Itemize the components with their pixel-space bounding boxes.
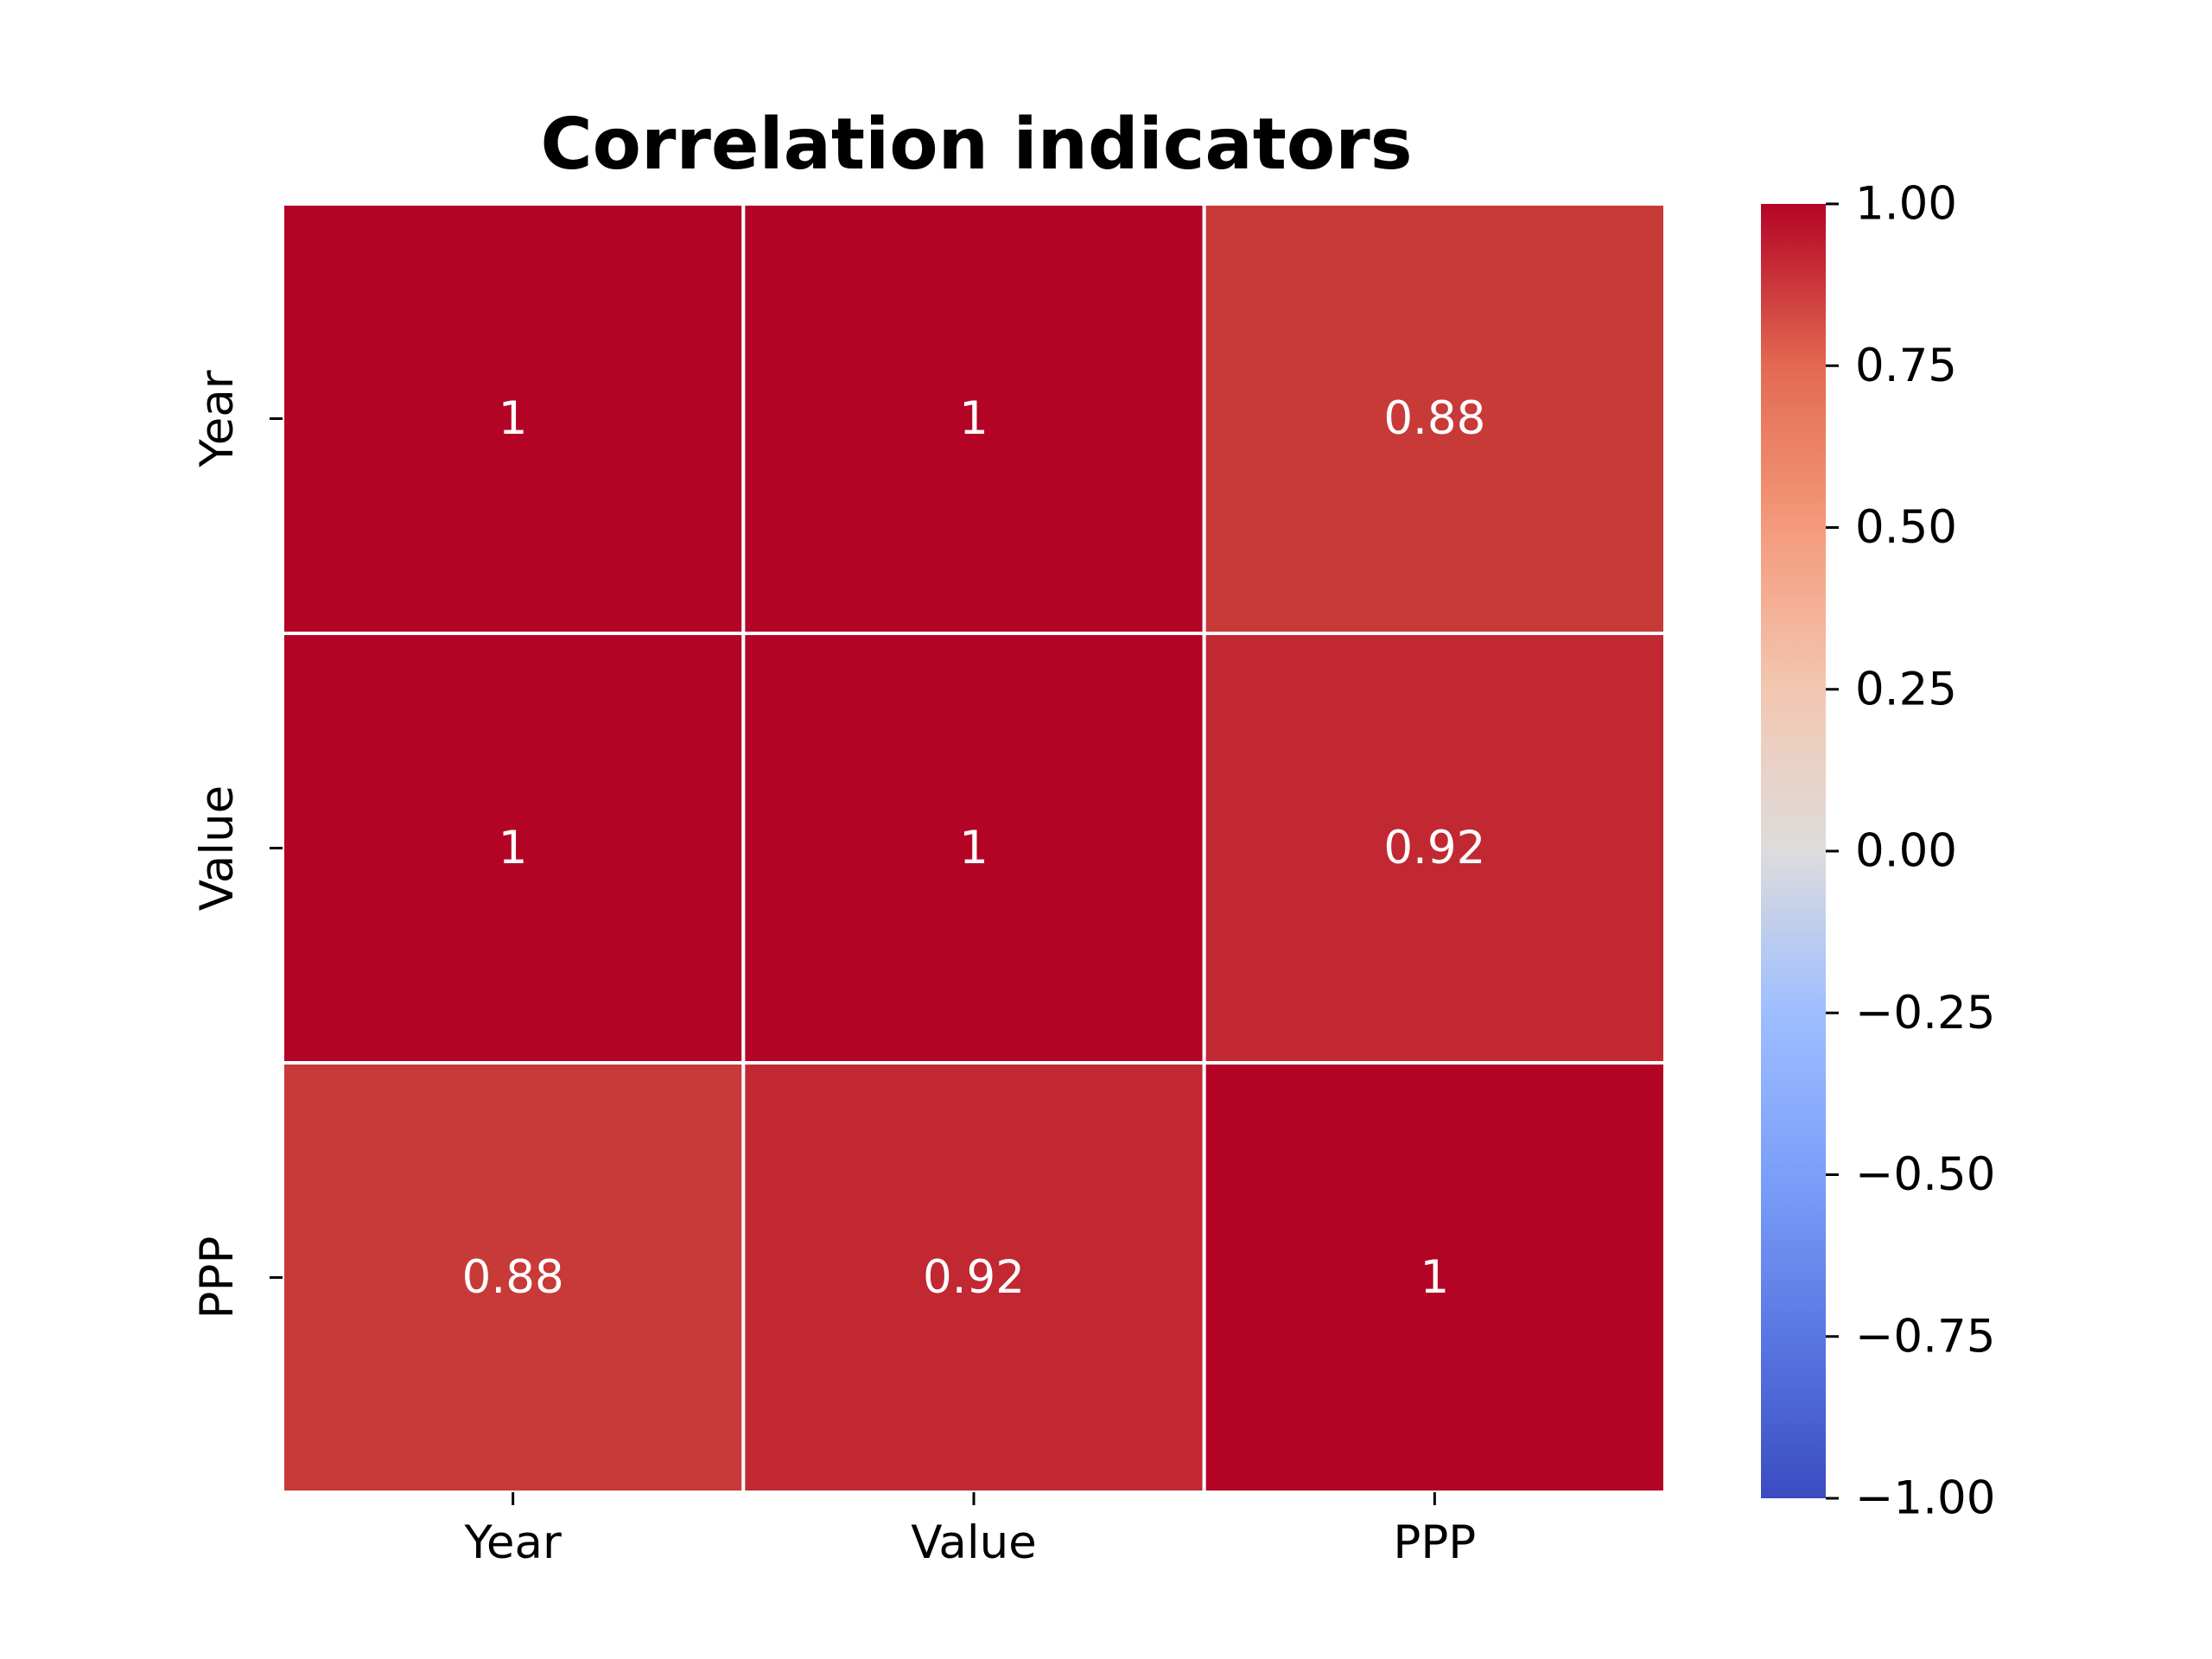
colorbar-ticks: 1.00 0.75 0.50 0.25 0.00 −0.25 −0.50 −0.75 −1.00 xyxy=(1826,178,1995,1525)
cell-value-label: 1 xyxy=(959,822,988,874)
heatmap-cell-labels: 1 1 0.88 1 1 0.92 0.88 0.92 1 xyxy=(462,392,1486,1304)
x-tick-label-ppp: PPP xyxy=(1393,1516,1476,1569)
cell-value-label: 1 xyxy=(959,392,988,445)
cell-value-label: 0.88 xyxy=(1383,392,1485,445)
colorbar-tick-label: 0.75 xyxy=(1855,340,1957,392)
colorbar-tick-label: 0.50 xyxy=(1855,501,1957,554)
heatmap-cell-value-ppp xyxy=(1202,632,1667,1065)
x-axis: Year Value PPP xyxy=(464,1492,1476,1569)
heatmap-cell-ppp-value xyxy=(741,1061,1206,1494)
colorbar-gradient xyxy=(1761,204,1826,1498)
cell-value-label: 1 xyxy=(1420,1251,1449,1304)
heatmap-cell-year-year xyxy=(281,202,746,635)
colorbar-tick-label: −0.50 xyxy=(1855,1148,1995,1201)
y-tick-label-ppp: PPP xyxy=(191,1236,244,1319)
colorbar xyxy=(1761,204,1826,1498)
chart-title: Correlation indicators xyxy=(540,104,1412,186)
cell-value-label: 0.92 xyxy=(1383,822,1485,874)
y-tick-label-value: Value xyxy=(191,785,244,912)
x-tick-label-value: Value xyxy=(911,1516,1037,1569)
colorbar-tick-label: −1.00 xyxy=(1855,1472,1995,1525)
cell-value-label: 0.88 xyxy=(462,1251,564,1304)
colorbar-tick-label: −0.75 xyxy=(1855,1310,1995,1363)
cell-value-label: 1 xyxy=(499,392,528,445)
cell-value-label: 1 xyxy=(499,822,528,874)
x-tick-label-year: Year xyxy=(464,1516,562,1569)
heatmap-cells xyxy=(281,202,1667,1494)
heatmap-cell-value-year xyxy=(281,632,746,1065)
y-tick-label-year: Year xyxy=(191,370,244,467)
cell-value-label: 0.92 xyxy=(923,1251,1025,1304)
heatmap-cell-year-ppp xyxy=(1202,202,1667,635)
heatmap-cell-year-value xyxy=(741,202,1206,635)
colorbar-tick-label: 0.00 xyxy=(1855,825,1957,878)
y-axis: Year Value PPP xyxy=(191,370,283,1319)
heatmap-cell-value-value xyxy=(741,632,1206,1065)
colorbar-tick-label: 1.00 xyxy=(1855,178,1957,231)
colorbar-tick-label: −0.25 xyxy=(1855,987,1995,1039)
colorbar-tick-label: 0.25 xyxy=(1855,663,1957,715)
